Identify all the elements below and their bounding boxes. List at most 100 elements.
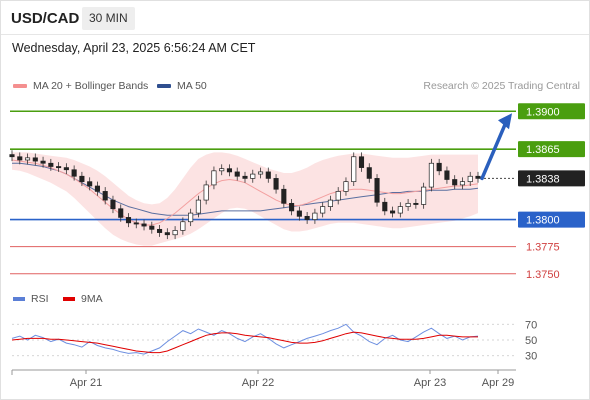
- candle-body-22: [180, 221, 186, 231]
- candle-body-7: [63, 167, 69, 171]
- ma20-swatch: [13, 84, 27, 88]
- candle-body-26: [211, 170, 217, 186]
- candle-body-21: [172, 230, 178, 236]
- rsi-tick-label-50: 50: [525, 335, 537, 347]
- candle-body-13: [110, 199, 116, 210]
- candle-body-41: [327, 199, 333, 207]
- level-label-1.3775: 1.3775: [526, 242, 560, 254]
- legend-9ma: 9MA: [63, 293, 103, 305]
- datetime-label: Wednesday, April 23, 2025 6:56:24 AM CET: [12, 41, 256, 55]
- ma9-swatch: [63, 297, 75, 301]
- candle-body-58: [459, 181, 466, 186]
- candle-body-11: [94, 185, 100, 192]
- legend-ma50-label: MA 50: [177, 80, 207, 92]
- symbol-label: USD/CAD: [11, 10, 80, 27]
- candle-body-60: [475, 175, 481, 179]
- candle-body-32: [257, 171, 264, 175]
- legend-ma50: MA 50: [157, 80, 207, 92]
- legend-ma20-label: MA 20 + Bollinger Bands: [33, 80, 149, 92]
- candle-body-19: [157, 228, 163, 233]
- candle-body-10: [87, 181, 93, 187]
- candle-body-14: [118, 208, 124, 218]
- level-box-1.3865: [518, 141, 585, 158]
- candle-body-4: [40, 160, 46, 164]
- candle-body-31: [250, 173, 256, 179]
- level-label-1.3900: 1.3900: [526, 106, 560, 118]
- timeframe-button[interactable]: 30 MIN: [82, 7, 135, 30]
- level-box-1.3900: [518, 103, 585, 120]
- candle-body-25: [203, 184, 209, 201]
- candle-body-50: [397, 206, 403, 214]
- candle-body-42: [335, 191, 341, 201]
- candle-body-2: [24, 157, 31, 161]
- level-box-1.3800: [518, 211, 585, 228]
- header-divider: [0, 34, 590, 35]
- candle-body-6: [56, 166, 62, 169]
- level-label-1.3800: 1.3800: [526, 215, 560, 227]
- candle-body-15: [125, 217, 132, 224]
- legend-ma20: MA 20 + Bollinger Bands: [13, 80, 148, 92]
- candle-body-18: [149, 225, 155, 230]
- candle-body-23: [188, 212, 194, 223]
- credit-label: Research © 2025 Trading Central: [423, 80, 580, 92]
- x-tick-label-3: Apr 29: [482, 377, 514, 389]
- candle-body-46: [366, 167, 372, 179]
- candle-body-59: [467, 175, 473, 183]
- level-label-1.3865: 1.3865: [526, 144, 560, 156]
- candle-body-17: [141, 223, 147, 227]
- candle-body-40: [320, 206, 326, 214]
- candle-body-30: [242, 175, 248, 179]
- candle-body-9: [79, 175, 85, 183]
- candle-body-27: [219, 168, 225, 172]
- candle-body-20: [164, 232, 170, 236]
- rsi-tick-label-30: 30: [525, 351, 537, 363]
- candle-body-49: [390, 210, 396, 214]
- last-price-box: [518, 170, 585, 187]
- candle-body-57: [452, 179, 458, 186]
- candle-body-24: [195, 199, 201, 214]
- candle-body-47: [374, 178, 380, 203]
- candle-body-56: [444, 170, 450, 180]
- candle-body-3: [32, 157, 38, 162]
- rsi-swatch: [13, 297, 25, 301]
- x-tick-label-0: Apr 21: [70, 377, 102, 389]
- candle-body-54: [428, 162, 434, 188]
- forecast-arrow-head: [498, 113, 512, 130]
- last-price-label: 1.3838: [526, 173, 560, 185]
- candle-body-53: [421, 186, 427, 205]
- rsi-tick-label-70: 70: [525, 319, 537, 331]
- candle-body-12: [102, 191, 108, 201]
- x-tick-label-2: Apr 23: [414, 377, 446, 389]
- candle-body-16: [133, 222, 139, 225]
- forecast-arrow-shaft: [480, 120, 508, 181]
- legend-rsi-label: RSI: [31, 293, 49, 305]
- candle-body-45: [358, 156, 365, 168]
- x-tick-label-1: Apr 22: [242, 377, 274, 389]
- candle-body-34: [273, 178, 279, 190]
- candle-body-55: [436, 162, 442, 172]
- candle-body-1: [17, 156, 23, 161]
- candle-body-51: [405, 202, 411, 207]
- ma50-swatch: [157, 84, 171, 88]
- candle-body-28: [226, 168, 233, 173]
- candle-body-29: [234, 171, 240, 177]
- legend-9ma-label: 9MA: [81, 293, 103, 305]
- candle-body-52: [413, 202, 419, 205]
- candle-body-39: [312, 212, 318, 220]
- rsi-9ma-line: [11, 331, 478, 354]
- candle-body-44: [351, 156, 357, 183]
- candle-body-36: [289, 202, 295, 212]
- level-label-1.3750: 1.3750: [526, 269, 560, 281]
- rsi-line: [11, 323, 479, 355]
- candle-body-33: [265, 171, 271, 179]
- candle-body-5: [48, 162, 54, 167]
- candle-body-8: [71, 169, 77, 177]
- candle-body-43: [343, 181, 349, 192]
- chart-header: USD/CAD 30 MIN: [0, 0, 590, 36]
- candle-body-38: [304, 215, 310, 220]
- candle-body-48: [382, 201, 388, 212]
- candle-body-35: [281, 188, 287, 204]
- candle-body-0: [9, 154, 15, 158]
- legend-rsi: RSI: [13, 293, 49, 305]
